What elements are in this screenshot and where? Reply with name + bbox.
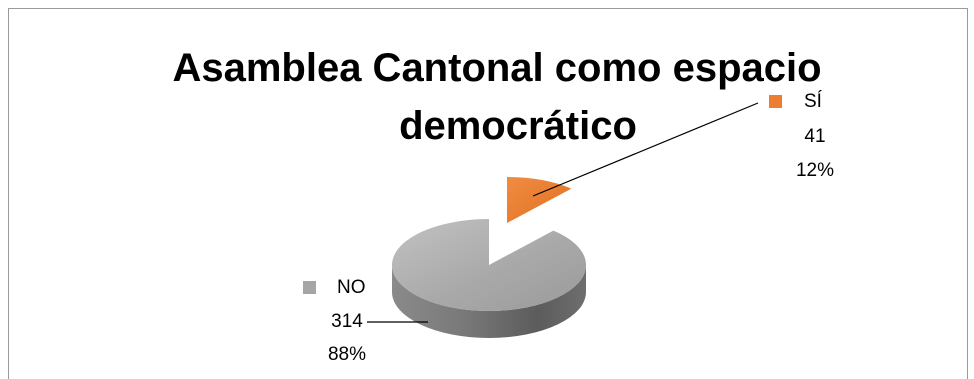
chart-title-line-1: Asamblea Cantonal como espacio (172, 46, 821, 90)
label-si-value: 41 (804, 126, 825, 147)
legend-key-si (769, 95, 782, 108)
label-si-percent: 12% (796, 160, 834, 181)
pie-slices (391, 177, 586, 338)
pie-slice-s (507, 177, 572, 223)
pie-slice-no (391, 218, 586, 338)
label-no-percent: 88% (328, 344, 366, 365)
data-label-no: NO 314 88% (303, 277, 366, 365)
chart-title-line-2: democrático (399, 104, 637, 148)
label-no-name: NO (337, 277, 366, 298)
leader-line-si (532, 102, 759, 197)
label-si-name: SÍ (804, 91, 823, 112)
data-label-si: SÍ 41 12% (769, 91, 834, 181)
label-no-value: 314 (331, 311, 363, 332)
legend-key-no (303, 281, 316, 294)
